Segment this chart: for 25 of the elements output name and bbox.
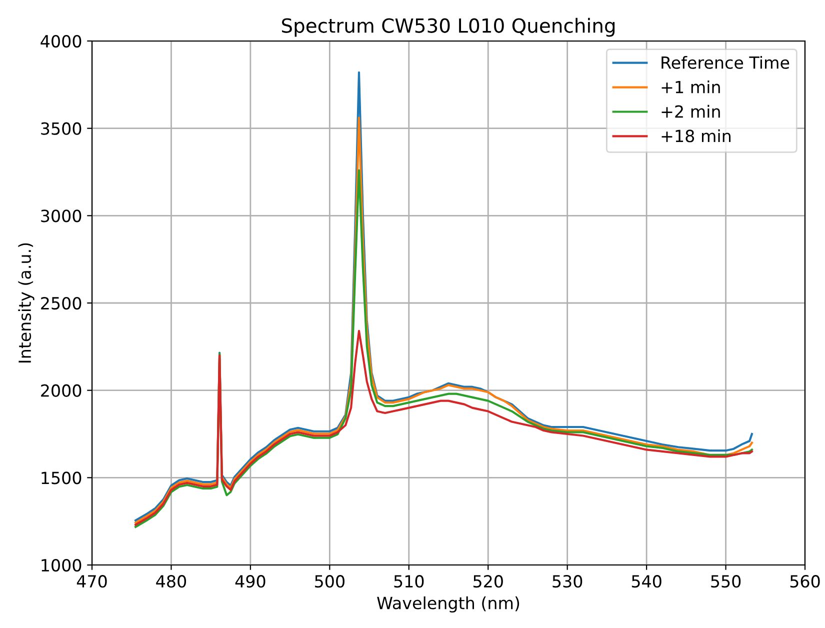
y-tick-label: 3500 xyxy=(41,122,82,135)
x-tick-label: 520 xyxy=(473,575,503,588)
x-tick-label: 550 xyxy=(711,575,741,588)
y-tick-label: 3000 xyxy=(41,210,82,222)
y-tick-label: 4000 xyxy=(40,34,82,48)
legend-label: +1 min xyxy=(662,80,720,94)
y-axis-title: Intensity (a.u.) xyxy=(18,243,34,362)
x-tick-label: 500 xyxy=(315,575,344,588)
x-tick-label: 480 xyxy=(156,575,186,588)
y-tick-label: 1500 xyxy=(42,472,82,484)
x-tick-label: 470 xyxy=(76,575,107,588)
x-axis-title: Wavelength (nm) xyxy=(377,596,520,613)
legend-label: +2 min xyxy=(662,104,720,118)
legend-label: +18 min xyxy=(662,129,730,142)
x-tick-label: 560 xyxy=(790,575,820,588)
x-tick-label: 490 xyxy=(235,575,266,588)
legend-label: Reference Time xyxy=(662,56,790,69)
y-tick-label: 2000 xyxy=(41,384,82,397)
x-tick-label: 510 xyxy=(394,575,424,588)
x-tick-label: 530 xyxy=(552,575,582,588)
chart-title: Spectrum CW530 L010 Quenching xyxy=(282,18,615,37)
x-tick-label: 540 xyxy=(632,575,662,588)
line-series xyxy=(134,330,753,526)
y-tick-label: 2500 xyxy=(41,296,82,310)
y-tick-label: 1000 xyxy=(42,558,82,572)
